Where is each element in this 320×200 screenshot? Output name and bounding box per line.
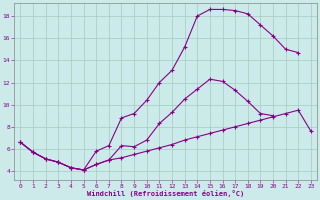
X-axis label: Windchill (Refroidissement éolien,°C): Windchill (Refroidissement éolien,°C) [87, 190, 244, 197]
